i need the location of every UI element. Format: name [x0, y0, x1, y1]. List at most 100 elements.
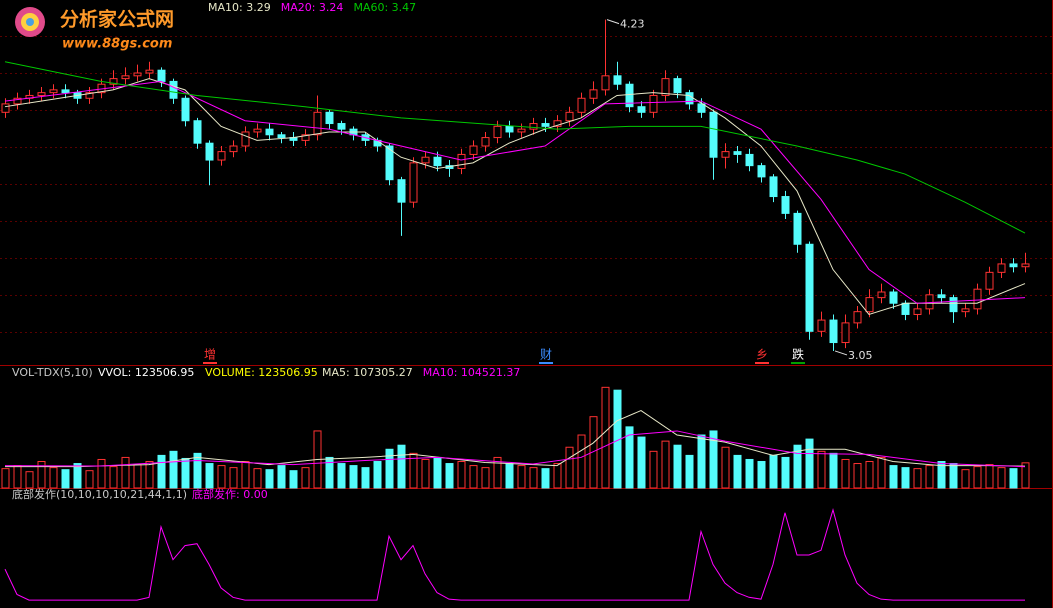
volume-bar: [277, 465, 286, 489]
candle-body: [973, 288, 982, 310]
candle-body: [217, 151, 226, 161]
line: [4, 508, 1025, 601]
volume-bar: [625, 426, 634, 489]
volume-bar: [337, 463, 346, 489]
candle-body: [841, 322, 850, 344]
volume-bar: [829, 452, 838, 489]
volume-bar: [265, 469, 274, 489]
candle-body: [829, 319, 838, 344]
volume-bar: [169, 450, 178, 489]
candle-body: [469, 145, 478, 155]
marks: MA10: 3.29 MA20: 3.24 MA60: 3.47 4.23 3.05 增 财…: [1, 1, 1030, 601]
candle-body: [205, 142, 214, 161]
candle-body: [985, 271, 994, 290]
volume-bar: [661, 440, 670, 489]
candle-body: [1, 103, 10, 113]
candle-body: [553, 120, 562, 127]
marker: 财: [540, 348, 552, 362]
candle-body: [625, 83, 634, 108]
annotation-arrow: [834, 350, 848, 356]
volume-bar: [553, 463, 562, 489]
candle-body: [109, 78, 118, 85]
annotation: 4.23: [620, 18, 645, 31]
line: [4, 61, 1026, 234]
volume-bar: [373, 461, 382, 489]
volume-bar: [577, 434, 586, 489]
volume-bar: [73, 463, 82, 489]
candle-body: [457, 153, 466, 169]
line: [4, 80, 1026, 304]
volume-bar: [61, 469, 70, 489]
volume-bar: [949, 463, 958, 489]
volume-bar: [25, 471, 34, 489]
volume-bar: [469, 465, 478, 489]
candle-body: [433, 156, 442, 167]
candle-body: [517, 128, 526, 133]
volume-bar: [325, 456, 334, 489]
legend-entry: MA60: 3.47: [353, 1, 416, 14]
candle-body: [145, 69, 154, 74]
candle-body: [481, 137, 490, 147]
candle-body: [613, 75, 622, 85]
candle-body: [397, 179, 406, 203]
volume-bar: [481, 467, 490, 489]
candle-body: [157, 69, 166, 82]
candle-body: [901, 302, 910, 315]
volume-bar: [49, 467, 58, 489]
candle-body: [133, 72, 142, 77]
line: [4, 78, 1026, 316]
candle-body: [781, 196, 790, 214]
volume-bar: [565, 446, 574, 489]
volume-bar: [445, 463, 454, 489]
volume-bar: [397, 444, 406, 489]
volume-name: VOLUME: 123506.95: [205, 366, 318, 379]
candle-body: [169, 80, 178, 99]
candle-body: [409, 162, 418, 203]
volume-bar: [241, 461, 250, 489]
candle-body: [937, 294, 946, 299]
candle-body: [265, 128, 274, 136]
volume-bar: [421, 458, 430, 489]
candle-body: [1009, 263, 1018, 268]
candle-body: [889, 291, 898, 304]
candle-body: [817, 319, 826, 332]
candle-body: [733, 151, 742, 155]
candle-body: [421, 156, 430, 164]
candle-body: [805, 243, 814, 332]
candle-body: [949, 297, 958, 313]
volume-bar: [805, 438, 814, 489]
volume-bar: [937, 461, 946, 489]
legend-entry: MA5: 107305.27: [322, 366, 413, 379]
volume-bar: [601, 386, 610, 489]
volume-bar: [793, 444, 802, 489]
marker: 乡: [756, 348, 768, 362]
volume-bar: [745, 458, 754, 489]
candle-body: [565, 111, 574, 122]
volume-bar: [193, 452, 202, 489]
marker: 增: [204, 348, 216, 362]
volume-bar: [781, 456, 790, 489]
volume-bar: [865, 461, 874, 489]
candle-body: [193, 120, 202, 144]
marker-underline: [791, 362, 805, 364]
candle-body: [121, 75, 130, 80]
volume-bar: [985, 464, 994, 489]
volume-bar: [493, 456, 502, 489]
volume-title: VOL-TDX(5,10): [12, 366, 93, 379]
candle-body: [697, 103, 706, 113]
volume-bar: [97, 458, 106, 489]
candle-body: [865, 297, 874, 313]
candle-body: [745, 153, 754, 167]
volume-bar: [13, 465, 22, 489]
price-grid: [0, 0, 1053, 365]
volume-bar: [109, 466, 118, 489]
candle-body: [721, 151, 730, 158]
candle-body: [673, 78, 682, 94]
candle-body: [325, 111, 334, 125]
volume-bar: [529, 467, 538, 489]
candle-body: [769, 176, 778, 198]
volume-bar: [385, 448, 394, 489]
volume-bar: [217, 465, 226, 489]
volume-bar: [673, 444, 682, 489]
